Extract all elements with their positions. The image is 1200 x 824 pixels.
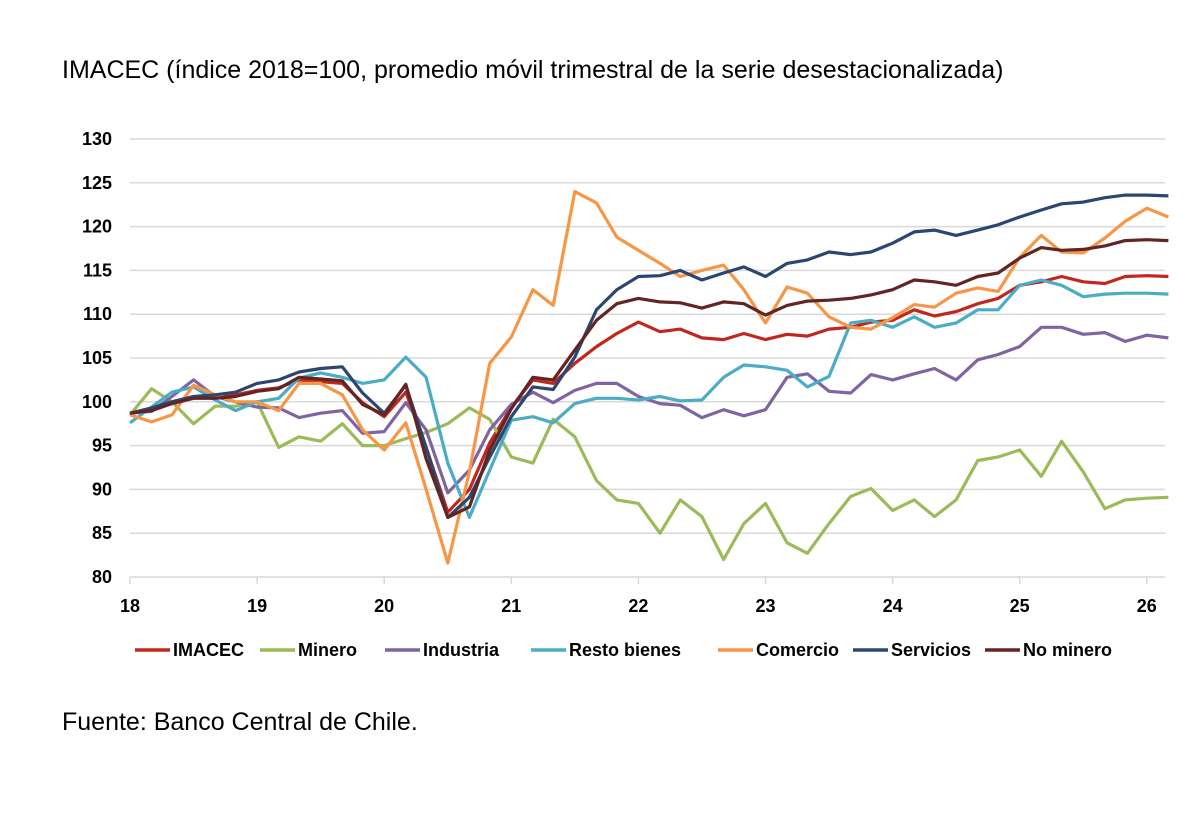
legend: IMACEC Minero Industria Resto bienes Comerci… (135, 640, 1112, 660)
x-tick-label: 22 (628, 596, 648, 616)
legend-item: IMACEC (135, 640, 244, 660)
gridlines (130, 138, 1165, 534)
y-tick-label: 110 (83, 304, 112, 324)
y-tick-label: 95 (92, 436, 112, 456)
legend-label: Industria (423, 640, 500, 660)
series-line (129, 190, 1170, 565)
series-line (129, 238, 1169, 520)
legend-item: No minero (985, 640, 1112, 660)
series-line (129, 325, 1169, 495)
y-tick-label: 115 (83, 260, 112, 280)
legend-item: Industria (385, 640, 500, 660)
series-line (128, 387, 1169, 562)
x-tick-label: 20 (374, 596, 394, 616)
legend-label: Comercio (756, 640, 839, 660)
source-note: Fuente: Banco Central de Chile. (62, 708, 418, 736)
y-axis: 80 85 90 95 100 105 110 115 120 125 130 (82, 129, 112, 587)
chart-title: IMACEC (índice 2018=100, promedio móvil … (62, 56, 1004, 84)
x-tick-label: 21 (501, 596, 521, 616)
series-imacec (129, 274, 1169, 514)
x-tick-label: 19 (247, 596, 267, 616)
y-tick-label: 85 (92, 523, 112, 543)
series-line (129, 193, 1169, 520)
series-minero (128, 387, 1169, 562)
y-tick-label: 105 (82, 348, 112, 368)
y-tick-label: 80 (92, 567, 112, 587)
legend-item: Comercio (718, 640, 839, 660)
series-servicios (129, 193, 1169, 520)
x-tick-label: 24 (883, 596, 903, 616)
x-tick-label: 23 (755, 596, 775, 616)
x-axis: 18 19 20 21 22 23 24 25 26 (120, 576, 1165, 616)
series-industria (129, 325, 1169, 495)
legend-label: Servicios (891, 640, 971, 660)
legend-label: Minero (298, 640, 357, 660)
y-tick-label: 130 (82, 129, 112, 149)
y-tick-label: 120 (82, 217, 112, 237)
legend-item: Minero (260, 640, 357, 660)
series-no-minero (129, 238, 1169, 520)
series-lines (128, 190, 1170, 565)
series-comercio (129, 190, 1170, 565)
legend-item: Resto bienes (531, 640, 681, 660)
legend-label: Resto bienes (569, 640, 681, 660)
x-tick-label: 18 (120, 596, 140, 616)
legend-label: No minero (1023, 640, 1112, 660)
x-tick-label: 25 (1010, 596, 1030, 616)
legend-item: Servicios (853, 640, 971, 660)
y-tick-label: 100 (82, 392, 112, 412)
series-line (129, 274, 1169, 514)
legend-label: IMACEC (173, 640, 244, 660)
y-tick-label: 90 (92, 479, 112, 499)
y-tick-label: 125 (82, 173, 112, 193)
x-tick-label: 26 (1137, 596, 1157, 616)
